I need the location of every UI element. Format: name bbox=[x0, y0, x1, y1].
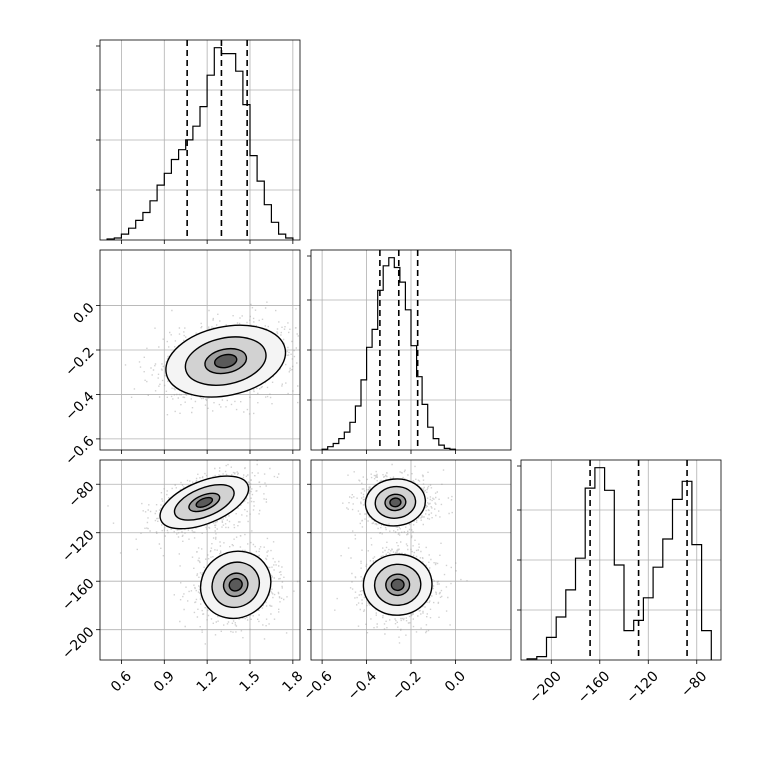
density-fill bbox=[214, 354, 237, 368]
axis-frame bbox=[520, 459, 722, 661]
pair-panel-2 bbox=[310, 459, 512, 661]
contour-line bbox=[390, 578, 405, 592]
histogram-panel-1 bbox=[307, 249, 512, 451]
y-tick-label: −200 bbox=[59, 624, 98, 663]
contour-line bbox=[195, 496, 214, 508]
histogram-steps bbox=[106, 47, 294, 240]
y-tick-label: 0.0 bbox=[71, 300, 98, 327]
x-tick-label: −80 bbox=[678, 668, 710, 700]
x-tick-label: −160 bbox=[575, 668, 614, 707]
density-mode bbox=[165, 324, 287, 398]
x-tick-label: −0.6 bbox=[300, 668, 335, 703]
contour-line bbox=[184, 336, 267, 386]
contour-line bbox=[188, 492, 221, 513]
y-tick-label: −0.2 bbox=[62, 344, 97, 379]
x-tick-label: 0.0 bbox=[442, 668, 469, 695]
contour-line bbox=[384, 493, 407, 512]
density-fill bbox=[196, 497, 213, 508]
x-tick-label: 0.9 bbox=[151, 668, 178, 695]
y-tick-label: −80 bbox=[65, 479, 97, 511]
density-mode bbox=[199, 550, 272, 620]
contour-line bbox=[228, 577, 243, 592]
x-tick-label: 0.6 bbox=[108, 668, 135, 695]
contour-line bbox=[211, 561, 261, 609]
panel-content bbox=[124, 301, 300, 416]
panel-content bbox=[107, 460, 300, 645]
contour-line bbox=[213, 353, 238, 369]
x-tick-label: 1.2 bbox=[194, 668, 221, 695]
density-fill bbox=[229, 578, 243, 591]
axis-frame bbox=[99, 459, 301, 661]
density-fill bbox=[391, 579, 404, 591]
histogram-steps bbox=[526, 467, 712, 660]
contour-line bbox=[362, 553, 433, 616]
contour-line bbox=[373, 563, 422, 607]
x-tick-label: −0.4 bbox=[345, 668, 380, 703]
contour-line bbox=[364, 478, 427, 527]
x-tick-label: −200 bbox=[526, 668, 565, 707]
histogram-panel-0 bbox=[96, 39, 301, 241]
contour-line bbox=[159, 475, 250, 530]
panel-content bbox=[334, 463, 468, 644]
density-mode bbox=[159, 475, 250, 530]
contour-line bbox=[389, 497, 402, 508]
x-tick-label: −0.2 bbox=[389, 668, 424, 703]
contour-line bbox=[165, 324, 287, 398]
axis-frame bbox=[99, 39, 301, 241]
x-tick-label: −120 bbox=[623, 668, 662, 707]
y-tick-label: −160 bbox=[59, 576, 98, 615]
contour-line bbox=[173, 483, 235, 521]
y-tick-label: −120 bbox=[59, 527, 98, 566]
pair-panel-1 bbox=[99, 459, 301, 661]
x-tick-label: 1.5 bbox=[237, 668, 264, 695]
contour-line bbox=[204, 347, 248, 375]
contour-line bbox=[374, 485, 417, 519]
contour-line bbox=[385, 573, 411, 597]
histogram-steps bbox=[321, 257, 456, 450]
density-mode bbox=[362, 553, 433, 616]
contour-line bbox=[222, 572, 249, 598]
scatter-points bbox=[334, 519, 468, 644]
histogram-panel-2 bbox=[517, 459, 722, 661]
y-tick-label: −0.6 bbox=[62, 433, 97, 468]
y-tick-label: −0.4 bbox=[62, 389, 97, 424]
density-mode bbox=[364, 478, 427, 527]
density-fill bbox=[389, 498, 401, 507]
contour-line bbox=[199, 550, 272, 620]
pair-panel-0 bbox=[99, 249, 301, 451]
